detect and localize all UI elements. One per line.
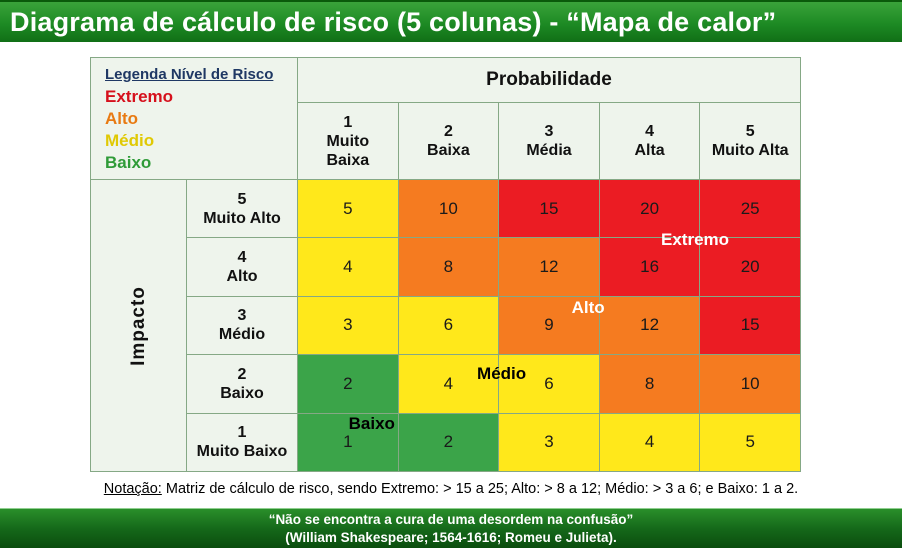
- probability-col-4: 4 Alta: [599, 103, 700, 179]
- row-number: 4: [237, 249, 247, 267]
- legend-title: Legenda Nível de Risco: [105, 66, 274, 83]
- impact-header-label: Impacto: [127, 285, 149, 366]
- row-label: Muito Baixo: [196, 443, 288, 461]
- col-label: Média: [526, 142, 572, 159]
- row-label: Muito Alto: [203, 209, 281, 227]
- matrix-cell: 15: [499, 180, 599, 238]
- col-number: 4: [645, 123, 655, 140]
- matrix-cell: 2: [398, 413, 499, 471]
- legend-item-baixo: Baixo: [105, 153, 152, 172]
- matrix-cell: 4: [398, 355, 499, 413]
- matrix-cell: 6: [398, 296, 499, 355]
- footer-quote-line1: “Não se encontra a cura de uma desordem …: [268, 511, 634, 527]
- probability-header: Probabilidade: [298, 58, 800, 102]
- matrix-cell: 12: [499, 238, 599, 296]
- matrix-cell: 20: [700, 238, 800, 296]
- impact-header: Impacto: [91, 180, 186, 471]
- col-label: Baixa: [427, 142, 470, 159]
- matrix-cell: 15: [700, 296, 800, 355]
- matrix-cell: 2: [298, 355, 398, 413]
- row-number: 3: [237, 307, 247, 325]
- matrix-cell: 10: [700, 355, 800, 413]
- matrix-cell: 5: [700, 413, 800, 471]
- probability-col-5: 5 Muito Alta: [700, 103, 800, 179]
- legend-item-alto: Alto: [105, 109, 139, 128]
- impact-row-2: 2 Baixo: [187, 355, 297, 413]
- matrix-cell: 25: [700, 180, 800, 238]
- matrix-cell: 1: [298, 413, 398, 471]
- col-label: Muito Alta: [711, 142, 789, 159]
- matrix-cell: 16: [599, 238, 700, 296]
- col-number: 1: [343, 113, 353, 131]
- matrix-cell: 10: [398, 180, 499, 238]
- notation-label: Notação:: [103, 481, 162, 497]
- matrix-cell: 4: [298, 238, 398, 296]
- matrix-cell: 6: [499, 355, 599, 413]
- matrix-cell: 8: [398, 238, 499, 296]
- row-number: 2: [237, 365, 247, 383]
- col-number: 3: [544, 123, 554, 140]
- title-bar: Diagrama de cálculo de risco (5 colunas)…: [0, 0, 902, 42]
- impact-row-4: 4 Alto: [187, 238, 297, 296]
- row-number: 5: [237, 190, 247, 208]
- matrix-cell: 8: [599, 355, 700, 413]
- matrix-cell: 4: [599, 413, 700, 471]
- row-label: Alto: [226, 268, 258, 286]
- row-number: 1: [237, 424, 247, 442]
- probability-col-1: 1 Muito Baixa: [298, 103, 398, 179]
- row-label: Baixo: [220, 384, 264, 402]
- probability-col-3: 3 Média: [499, 103, 599, 179]
- legend-item-extremo: Extremo: [105, 87, 174, 106]
- impact-row-3: 3 Médio: [187, 296, 297, 355]
- col-label: Muito Baixa: [326, 132, 370, 169]
- matrix-cell: 9: [499, 296, 599, 355]
- risk-matrix: Legenda Nível de Risco Extremo Alto Médi…: [90, 57, 801, 472]
- footer-quote-bar: “Não se encontra a cura de uma desordem …: [0, 508, 902, 548]
- matrix-cell: 3: [499, 413, 599, 471]
- matrix-cell: 3: [298, 296, 398, 355]
- matrix-cell: 12: [599, 296, 700, 355]
- legend-item-medio: Médio: [105, 131, 155, 150]
- row-label: Médio: [218, 326, 266, 344]
- impact-row-5: 5 Muito Alto: [187, 180, 297, 238]
- notation-text: Matriz de cálculo de risco, sendo Extrem…: [161, 481, 799, 497]
- col-number: 2: [443, 123, 453, 140]
- page-title: Diagrama de cálculo de risco (5 colunas)…: [10, 6, 777, 37]
- footer-quote-line2: (William Shakespeare; 1564-1616; Romeu e…: [285, 529, 617, 545]
- matrix-cell: 5: [298, 180, 398, 238]
- col-label: Alta: [634, 142, 665, 159]
- impact-row-1: 1 Muito Baixo: [187, 413, 297, 471]
- notation: Notação: Matriz de cálculo de risco, sen…: [0, 481, 902, 497]
- matrix-cell: 20: [599, 180, 700, 238]
- risk-grid: Legenda Nível de Risco Extremo Alto Médi…: [90, 57, 801, 472]
- risk-legend: Legenda Nível de Risco Extremo Alto Médi…: [91, 58, 297, 179]
- probability-col-2: 2 Baixa: [398, 103, 499, 179]
- col-number: 5: [745, 123, 755, 140]
